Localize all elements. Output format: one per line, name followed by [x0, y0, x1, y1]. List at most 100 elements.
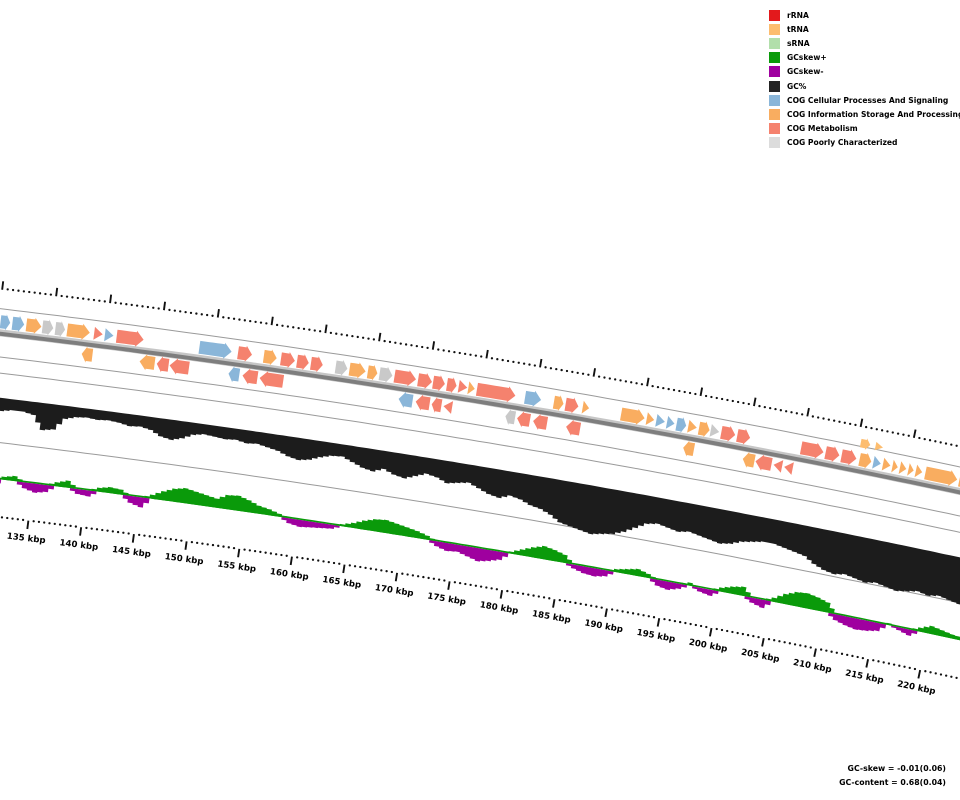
ruler-minor-tick-top: [340, 333, 343, 336]
ruler-minor-tick-bottom: [180, 539, 183, 542]
gene-arrow-forward[interactable]: [446, 377, 457, 394]
trna-arrow[interactable]: [874, 441, 883, 451]
gene-arrow-reverse[interactable]: [431, 396, 443, 413]
gene-arrow-forward[interactable]: [262, 349, 277, 366]
gene-arrow-reverse[interactable]: [533, 414, 549, 430]
gene-arrow-forward[interactable]: [54, 321, 66, 338]
gene-arrow-forward[interactable]: [467, 381, 475, 395]
gene-arrow-forward[interactable]: [709, 424, 720, 437]
gene-arrow-forward[interactable]: [898, 461, 907, 474]
gene-arrow-reverse[interactable]: [773, 460, 784, 473]
gene-arrow-forward[interactable]: [432, 375, 445, 392]
ruler-minor-tick-bottom: [752, 634, 755, 638]
gene-arrow-forward[interactable]: [665, 415, 675, 429]
ruler-minor-tick-top: [297, 326, 300, 330]
ruler-label: 135 kbp: [6, 532, 46, 547]
gene-arrow-forward[interactable]: [881, 457, 891, 471]
gene-arrow-forward[interactable]: [907, 463, 914, 476]
gene-arrow-reverse[interactable]: [443, 401, 454, 414]
gene-arrow-forward[interactable]: [524, 390, 542, 407]
gene-arrow-reverse[interactable]: [259, 371, 285, 388]
gene-arrow-forward[interactable]: [697, 421, 710, 438]
gene-arrow-forward[interactable]: [296, 354, 309, 371]
gene-arrow-forward[interactable]: [620, 407, 645, 425]
gene-arrow-reverse[interactable]: [415, 394, 431, 411]
gene-arrow-reverse[interactable]: [242, 368, 259, 385]
gene-arrow-forward[interactable]: [552, 395, 564, 412]
gene-arrow-forward[interactable]: [581, 400, 590, 414]
ruler-minor-tick-bottom: [558, 599, 561, 602]
ruler-minor-tick-top: [501, 358, 504, 362]
gene-arrow-forward[interactable]: [378, 366, 393, 383]
gene-arrow-reverse[interactable]: [517, 411, 531, 428]
ruler-minor-tick-bottom: [532, 594, 535, 597]
gene-arrow-reverse[interactable]: [156, 356, 170, 373]
gene-arrow-forward[interactable]: [93, 326, 103, 340]
ruler-minor-tick-top: [603, 376, 606, 379]
gene-arrow-forward[interactable]: [858, 452, 872, 469]
ruler-minor-tick-top: [200, 313, 203, 316]
gene-arrow-forward[interactable]: [799, 441, 824, 459]
gene-arrow-reverse[interactable]: [398, 391, 414, 408]
gene-arrow-forward[interactable]: [280, 352, 295, 368]
gene-arrow-forward[interactable]: [872, 455, 881, 469]
gene-arrow-forward[interactable]: [104, 328, 114, 342]
gene-arrow-forward[interactable]: [475, 382, 516, 403]
gene-arrow-forward[interactable]: [914, 464, 923, 478]
gene-arrow-reverse[interactable]: [742, 451, 756, 468]
gene-arrow-reverse[interactable]: [81, 346, 94, 363]
ruler-minor-tick-bottom: [248, 549, 251, 552]
ruler-label: 190 kbp: [584, 618, 624, 635]
gene-arrow-forward[interactable]: [675, 417, 687, 433]
gene-arrow-forward[interactable]: [366, 364, 378, 381]
legend-item: GC%: [769, 79, 960, 93]
ruler-minor-tick-top: [614, 378, 617, 381]
ruler-minor-tick-top: [474, 354, 478, 357]
gene-arrow-reverse[interactable]: [784, 462, 794, 475]
gene-arrow-reverse[interactable]: [169, 358, 190, 375]
gene-arrow-forward[interactable]: [66, 323, 90, 340]
gene-arrow-forward[interactable]: [0, 314, 11, 331]
gene-arrow-forward[interactable]: [348, 362, 366, 379]
gene-arrow-forward[interactable]: [11, 315, 25, 332]
gene-arrow-forward[interactable]: [736, 428, 751, 445]
ruler-minor-tick-top: [206, 313, 209, 317]
ruler-minor-tick-bottom: [11, 517, 14, 520]
gene-arrow-forward[interactable]: [25, 317, 42, 334]
gene-arrow-forward[interactable]: [891, 459, 898, 473]
legend-label: sRNA: [787, 38, 810, 48]
ruler-minor-tick-bottom: [211, 543, 215, 547]
gene-arrow-reverse[interactable]: [505, 409, 517, 425]
gene-arrow-forward[interactable]: [41, 319, 54, 336]
gene-arrow-forward[interactable]: [720, 425, 736, 442]
gene-arrow-forward[interactable]: [417, 373, 432, 389]
gene-arrow-forward[interactable]: [457, 379, 468, 393]
gene-arrow-forward[interactable]: [564, 397, 579, 414]
legend-item: GCskew+: [769, 51, 960, 65]
ruler-minor-tick-bottom: [106, 529, 109, 532]
ruler-minor-tick-bottom: [453, 581, 457, 584]
gene-arrow-reverse[interactable]: [139, 354, 156, 371]
gene-arrow-forward[interactable]: [645, 412, 655, 425]
ruler-minor-tick-bottom: [793, 643, 797, 646]
legend-item: COG Information Storage And Processing: [769, 107, 960, 121]
gene-arrow-forward[interactable]: [393, 369, 417, 387]
gene-arrow-reverse[interactable]: [228, 366, 241, 383]
gene-arrow-forward[interactable]: [237, 345, 252, 362]
ruler-minor-tick-top: [720, 397, 724, 401]
gene-arrow-forward[interactable]: [840, 449, 857, 466]
gene-arrow-forward[interactable]: [334, 359, 348, 376]
gene-arrow-forward[interactable]: [115, 329, 144, 347]
gene-arrow-forward[interactable]: [198, 340, 232, 359]
trna-arrow[interactable]: [859, 438, 871, 450]
ruler-minor-tick-bottom: [485, 586, 488, 589]
gene-arrow-reverse[interactable]: [755, 454, 773, 471]
gene-arrow-reverse[interactable]: [683, 440, 696, 457]
gene-arrow-forward[interactable]: [924, 466, 958, 486]
gene-arrow-reverse[interactable]: [566, 419, 582, 436]
gene-arrow-forward[interactable]: [310, 356, 323, 373]
gene-arrow-forward[interactable]: [655, 414, 665, 427]
ruler-minor-tick-top: [870, 427, 873, 430]
gene-arrow-forward[interactable]: [687, 419, 697, 433]
gene-arrow-forward[interactable]: [824, 446, 840, 463]
